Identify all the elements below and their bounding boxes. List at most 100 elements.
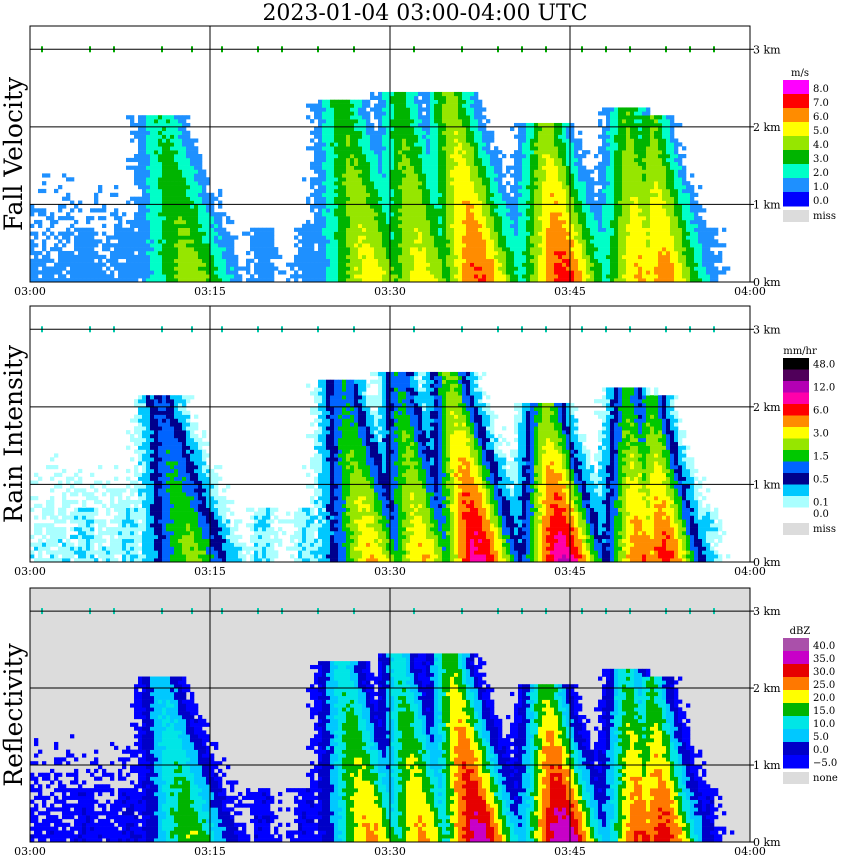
heatmap-cell xyxy=(330,235,334,239)
heatmap-cell xyxy=(178,173,182,177)
heatmap-cell xyxy=(114,228,118,232)
heatmap-cell xyxy=(182,162,186,166)
heatmap-cell xyxy=(126,232,130,236)
heatmap-cell xyxy=(134,270,138,274)
heatmap-cell xyxy=(194,204,198,208)
heatmap-cell xyxy=(358,239,362,243)
heatmap-cell xyxy=(30,204,34,208)
heatmap-cell xyxy=(306,255,310,259)
heatmap-cell xyxy=(154,189,158,193)
heatmap-cell xyxy=(210,235,214,239)
heatmap-cell xyxy=(190,270,194,274)
heatmap-cell xyxy=(270,239,274,243)
heatmap-cell xyxy=(126,263,130,267)
heatmap-cell xyxy=(178,142,182,146)
heatmap-cell xyxy=(318,162,322,166)
heatmap-cell xyxy=(70,232,74,236)
heatmap-cell xyxy=(174,193,178,197)
heatmap-cell xyxy=(370,92,374,96)
heatmap-cell xyxy=(154,266,158,270)
heatmap-cell xyxy=(198,189,202,193)
heatmap-cell xyxy=(98,185,102,189)
heatmap-cell xyxy=(318,142,322,146)
heatmap-cell xyxy=(178,166,182,170)
heatmap-cell xyxy=(38,270,42,274)
heatmap-cell xyxy=(202,216,206,220)
heatmap-cell xyxy=(74,255,78,259)
heatmap-cell xyxy=(154,142,158,146)
heatmap-cell xyxy=(54,266,58,270)
heatmap-cell xyxy=(354,208,358,212)
heatmap-cell xyxy=(142,274,146,278)
heatmap-cell xyxy=(150,154,154,158)
heatmap-cell xyxy=(154,204,158,208)
heatmap-cell xyxy=(382,255,386,259)
heatmap-cell xyxy=(354,111,358,115)
heatmap-cell xyxy=(314,154,318,158)
heatmap-cell xyxy=(322,107,326,111)
heatmap-cell xyxy=(350,100,354,104)
heatmap-cell xyxy=(90,232,94,236)
heatmap-cell xyxy=(198,204,202,208)
heatmap-cell xyxy=(78,239,82,243)
heatmap-cell xyxy=(294,259,298,263)
heatmap-cell xyxy=(366,185,370,189)
heatmap-cell xyxy=(154,251,158,255)
heatmap-cell xyxy=(214,266,218,270)
heatmap-cell xyxy=(250,259,254,263)
heatmap-cell xyxy=(374,107,378,111)
heatmap-cell xyxy=(230,270,234,274)
heatmap-cell xyxy=(42,232,46,236)
heatmap-cell xyxy=(154,220,158,224)
heatmap-cell xyxy=(194,232,198,236)
heatmap-cell xyxy=(170,204,174,208)
heatmap-cell xyxy=(334,266,338,270)
heatmap-cell xyxy=(170,235,174,239)
heatmap-cell xyxy=(222,255,226,259)
heatmap-cell xyxy=(166,274,170,278)
heatmap-cell xyxy=(142,170,146,174)
heatmap-cell xyxy=(318,204,322,208)
heatmap-cell xyxy=(314,251,318,255)
heatmap-cell xyxy=(322,212,326,216)
heatmap-cell xyxy=(146,177,150,181)
heatmap-cell xyxy=(318,166,322,170)
heatmap-cell xyxy=(354,232,358,236)
heatmap-cell xyxy=(62,263,66,267)
heatmap-cell xyxy=(138,270,142,274)
heatmap-cell xyxy=(278,270,282,274)
heatmap-cell xyxy=(182,173,186,177)
heatmap-cell xyxy=(378,239,382,243)
heatmap-cell xyxy=(330,181,334,185)
heatmap-cell xyxy=(50,220,54,224)
heatmap-cell xyxy=(318,251,322,255)
heatmap-cell xyxy=(370,127,374,131)
heatmap-cell xyxy=(170,220,174,224)
heatmap-cell xyxy=(338,255,342,259)
heatmap-cell xyxy=(342,111,346,115)
heatmap-cell xyxy=(318,197,322,201)
heatmap-cell xyxy=(234,235,238,239)
heatmap-cell xyxy=(306,270,310,274)
heatmap-cell xyxy=(142,166,146,170)
heatmap-cell xyxy=(122,243,126,247)
heatmap-cell xyxy=(374,135,378,139)
heatmap-cell xyxy=(142,162,146,166)
heatmap-cell xyxy=(358,146,362,150)
heatmap-cell xyxy=(306,220,310,224)
heatmap-cell xyxy=(334,154,338,158)
heatmap-cell xyxy=(214,247,218,251)
heatmap-cell xyxy=(134,263,138,267)
heatmap-cell xyxy=(150,220,154,224)
heatmap-cell xyxy=(34,255,38,259)
heatmap-cell xyxy=(366,104,370,108)
heatmap-cell xyxy=(154,138,158,142)
heatmap-cell xyxy=(374,170,378,174)
heatmap-cell xyxy=(134,177,138,181)
heatmap-cell xyxy=(146,232,150,236)
heatmap-cell xyxy=(102,232,106,236)
heatmap-cell xyxy=(218,266,222,270)
heatmap-cell xyxy=(134,259,138,263)
heatmap-cell xyxy=(34,232,38,236)
heatmap-cell xyxy=(130,239,134,243)
